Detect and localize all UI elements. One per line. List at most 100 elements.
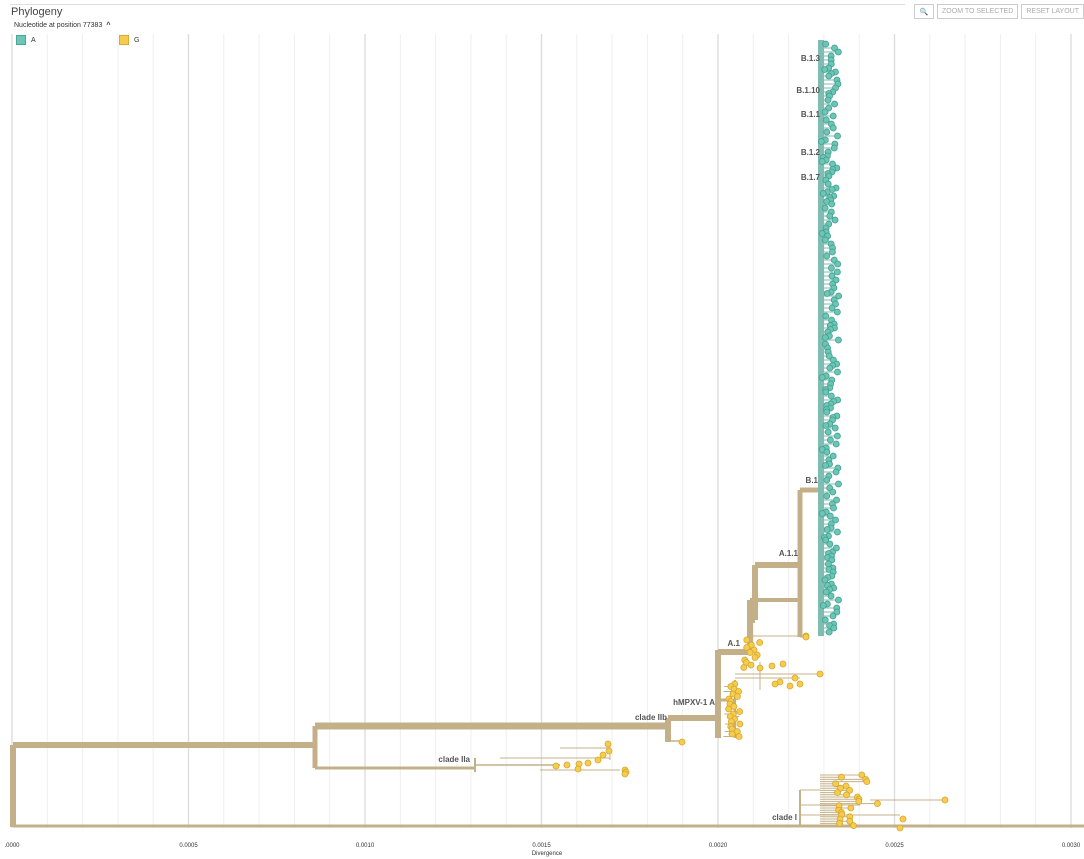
tip-node [825, 72, 833, 80]
tip-node [751, 654, 759, 661]
x-axis-label: Divergence [532, 851, 563, 857]
tip-node [817, 138, 825, 145]
tip-node [819, 190, 827, 197]
clade-label: B.1.7 [801, 173, 821, 182]
tip-node [826, 436, 834, 444]
tip-node [791, 674, 799, 682]
x-tick-label: 0.0010 [356, 843, 375, 849]
tip-node [834, 268, 841, 276]
tip-node [832, 440, 840, 448]
tip-node [552, 762, 560, 770]
tip-node [822, 388, 830, 396]
tip-node [818, 374, 826, 381]
tip-node [834, 260, 842, 268]
tip-node [823, 128, 831, 136]
tip-node [829, 488, 837, 496]
tip-node [823, 526, 831, 533]
tip-node [823, 492, 831, 500]
tip-node [846, 817, 854, 825]
tip-node [825, 628, 833, 636]
magnifier-icon[interactable]: 🔍 [914, 4, 935, 19]
tip-node [824, 428, 832, 436]
tip-node [678, 738, 686, 746]
tip-node [832, 468, 840, 476]
legend-item-g[interactable]: G [119, 35, 139, 45]
tip-node [828, 248, 836, 256]
clade-label: clade IIb [635, 713, 667, 722]
tip-node [830, 624, 838, 632]
tip-node [605, 747, 613, 755]
tip-node [858, 771, 866, 779]
tip-node [822, 588, 830, 596]
x-tick-label: 0.0005 [179, 843, 198, 849]
tip-node [818, 230, 826, 237]
tip-node [829, 124, 837, 132]
tip-node [826, 512, 834, 520]
tip-node [835, 596, 842, 604]
tip-node [786, 682, 794, 690]
tip-node [819, 602, 827, 609]
tip-node [899, 815, 907, 823]
tip-node [835, 336, 842, 344]
tip-node [594, 756, 602, 764]
tip-node [599, 751, 607, 759]
tip-node [740, 664, 748, 671]
legend-swatch-g [119, 35, 129, 45]
legend-label-g: G [134, 36, 140, 44]
tip-node [746, 649, 754, 656]
tip-node [802, 633, 810, 641]
tip-node [822, 40, 830, 48]
zoom-to-selected-button[interactable]: ZOOM TO SELECTED [937, 4, 1019, 19]
tip-node [835, 480, 842, 488]
clade-label: B.1.3 [801, 54, 821, 63]
tip-node [768, 662, 776, 670]
clade-label: B.1.1 [801, 110, 821, 119]
x-tick-label: 0.0025 [885, 843, 904, 849]
header-divider [10, 4, 905, 5]
tip-node [604, 740, 612, 748]
tree-controls: 🔍 ZOOM TO SELECTED RESET LAYOUT [914, 4, 1084, 19]
tip-node [743, 636, 751, 644]
tip-node [941, 796, 949, 804]
clade-label: A.1 [728, 639, 741, 648]
tip-node [822, 116, 830, 124]
tip-node [563, 761, 571, 769]
tip-node [826, 364, 834, 372]
tip-node [735, 733, 743, 740]
reset-layout-button[interactable]: RESET LAYOUT [1021, 4, 1084, 19]
legend-swatch-a [16, 35, 26, 45]
tip-node [826, 540, 834, 548]
tip-node [818, 158, 826, 165]
color-by-label[interactable]: Nucleotide at position 77383 ^ [14, 22, 110, 29]
tip-node [743, 644, 751, 651]
tip-node [835, 292, 843, 300]
tip-node [733, 693, 741, 700]
tip-node [831, 216, 839, 224]
tip-node [828, 272, 836, 280]
tip-node [834, 132, 841, 140]
tip-node [850, 822, 857, 829]
tip-node [821, 66, 829, 73]
tip-node [834, 432, 841, 440]
tip-node [823, 448, 831, 456]
tip-node [747, 661, 755, 669]
tip-node [833, 544, 840, 552]
x-tick-label: 0.0020 [709, 843, 728, 849]
tip-node [822, 536, 830, 544]
chevron-up-icon[interactable]: ^ [106, 22, 111, 29]
tip-node [736, 720, 744, 728]
tip-node [574, 765, 582, 773]
legend-item-a[interactable]: A [16, 35, 36, 45]
tip-node [831, 44, 838, 52]
tip-node [771, 680, 779, 688]
tip-node [824, 96, 832, 104]
tip-node [823, 408, 831, 416]
tip-node [823, 290, 831, 297]
tip-node [779, 660, 787, 668]
tip-node [725, 705, 733, 713]
tip-node [821, 576, 829, 584]
tip-node [830, 504, 837, 512]
clade-label: A.1.1 [779, 549, 799, 558]
tip-node [822, 334, 829, 341]
